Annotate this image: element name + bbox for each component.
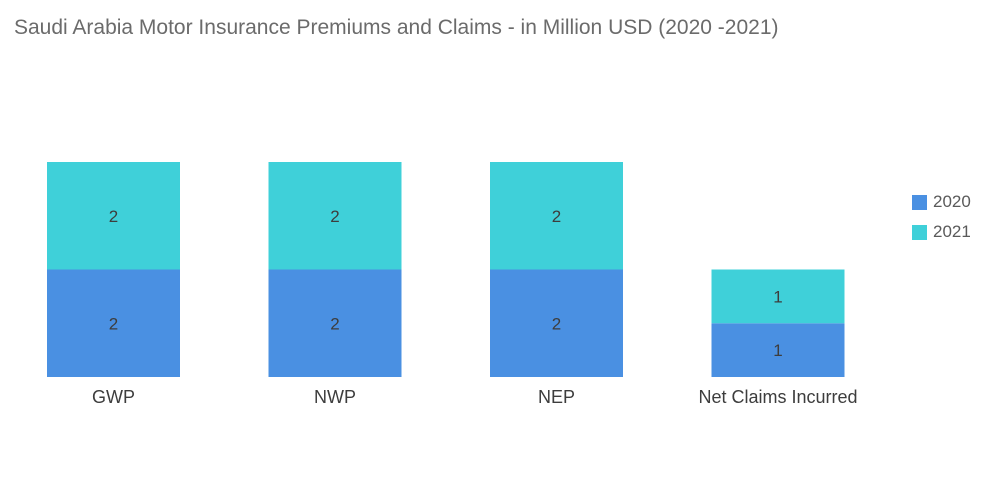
bar-gwp-2021[interactable] bbox=[47, 162, 180, 270]
bar-gwp-2020[interactable] bbox=[47, 269, 180, 378]
data-label-nep-2021: 2 bbox=[552, 207, 561, 226]
bar-net-claims-incurred-2021[interactable] bbox=[711, 269, 845, 324]
legend: 2020 2021 bbox=[912, 189, 971, 249]
data-label-nep-2020: 2 bbox=[552, 314, 561, 333]
legend-label-2021: 2021 bbox=[933, 222, 971, 241]
legend-swatch-2020 bbox=[912, 194, 927, 210]
x-tick-nep: NEP bbox=[538, 387, 575, 407]
legend-item-2020[interactable]: 2020 bbox=[912, 189, 971, 215]
legend-swatch-2021 bbox=[912, 224, 927, 240]
bar-nwp-2020[interactable] bbox=[268, 269, 402, 378]
legend-label-2020: 2020 bbox=[933, 192, 971, 211]
data-label-nwp-2020: 2 bbox=[330, 314, 339, 333]
data-label-gwp-2020: 2 bbox=[109, 314, 118, 333]
x-tick-gwp: GWP bbox=[92, 387, 135, 407]
x-tick-net-claims-incurred: Net Claims Incurred bbox=[698, 387, 857, 407]
x-axis-ticks: GWP NWP NEP Net Claims Incurred bbox=[92, 387, 858, 407]
chart-title: Saudi Arabia Motor Insurance Premiums an… bbox=[14, 16, 779, 39]
bar-net-claims-incurred-2020[interactable] bbox=[711, 323, 845, 377]
data-label-net-claims-incurred-2021: 1 bbox=[773, 287, 782, 306]
bars-layer: 2 2 2 2 2 2 1 1 bbox=[47, 162, 845, 377]
bar-nep-2020[interactable] bbox=[490, 269, 623, 378]
bar-nwp-2021[interactable] bbox=[268, 162, 402, 270]
data-label-nwp-2021: 2 bbox=[330, 207, 339, 226]
x-tick-nwp: NWP bbox=[314, 387, 356, 407]
legend-item-2021[interactable]: 2021 bbox=[912, 219, 971, 245]
data-label-net-claims-incurred-2020: 1 bbox=[773, 341, 782, 360]
data-label-gwp-2021: 2 bbox=[109, 207, 118, 226]
bar-nep-2021[interactable] bbox=[490, 162, 623, 270]
